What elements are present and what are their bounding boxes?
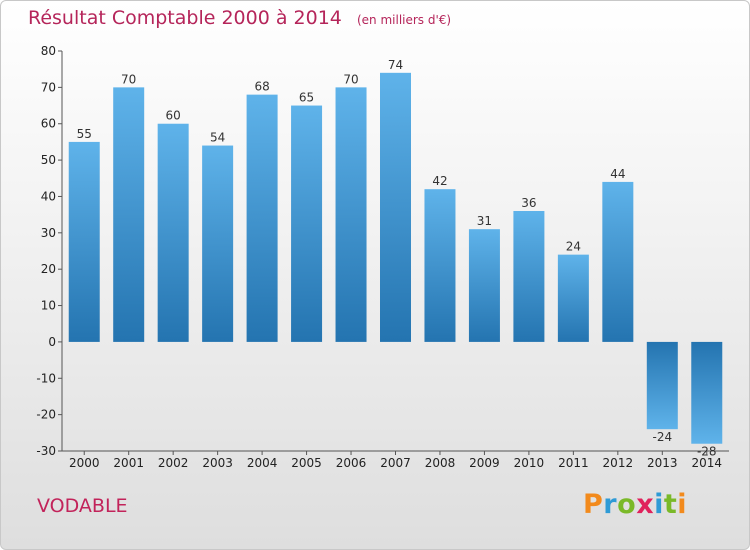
x-tick-label: 2013 [647, 456, 678, 470]
y-tick-label: -20 [36, 408, 56, 422]
y-tick-label: 60 [41, 117, 56, 131]
chart-title: Résultat Comptable 2000 à 2014 (en milli… [28, 7, 451, 29]
bar [291, 105, 323, 342]
bar [602, 181, 634, 342]
bar [424, 189, 456, 342]
x-tick-label: 2004 [247, 456, 278, 470]
logo-letter: P [583, 489, 604, 520]
y-tick-label: 70 [41, 80, 56, 94]
x-tick-label: 2012 [603, 456, 634, 470]
bar [246, 94, 278, 342]
bar-value-label: 55 [77, 127, 92, 141]
x-tick-label: 2001 [113, 456, 144, 470]
bar-value-label: 44 [610, 167, 625, 181]
x-tick-label: 2014 [691, 456, 722, 470]
bar [691, 341, 723, 444]
bar [557, 254, 589, 342]
bar-value-label: 60 [166, 109, 181, 123]
x-tick-label: 2011 [558, 456, 589, 470]
bar-value-label: -24 [652, 430, 672, 444]
bar-value-label: 42 [432, 174, 447, 188]
bar [113, 87, 145, 342]
y-tick-label: 20 [41, 262, 56, 276]
x-tick-label: 2000 [69, 456, 100, 470]
y-tick-label: -10 [36, 371, 56, 385]
bar-value-label: 54 [210, 131, 225, 145]
bar [646, 341, 678, 430]
bar [202, 145, 234, 342]
bar [335, 87, 367, 342]
commune-name: VODABLE [37, 495, 128, 517]
x-tick-label: 2005 [291, 456, 322, 470]
chart-unit-text: (en milliers d'€) [356, 13, 452, 27]
y-tick-label: 50 [41, 153, 56, 167]
bar [513, 211, 545, 342]
y-tick-label: 80 [41, 44, 56, 58]
bar-value-label: 65 [299, 91, 314, 105]
y-tick-label: 40 [41, 189, 56, 203]
bar-value-label: 68 [254, 80, 269, 94]
logo-letter: i [677, 489, 688, 520]
logo-letter: t [663, 489, 678, 520]
bar [380, 72, 411, 342]
x-tick-label: 2008 [425, 456, 456, 470]
bar [468, 229, 500, 342]
bar [157, 123, 189, 342]
y-tick-label: 0 [48, 335, 56, 349]
bar-value-label: 70 [121, 72, 136, 86]
bar-value-label: 74 [388, 58, 403, 72]
bar-value-label: 36 [521, 196, 536, 210]
logo-letter: i [654, 489, 664, 520]
bar [68, 141, 100, 342]
x-tick-label: 2010 [514, 456, 545, 470]
chart-title-text: Résultat Comptable 2000 à 2014 [28, 7, 342, 29]
x-tick-label: 2007 [380, 456, 411, 470]
y-tick-label: 10 [41, 299, 56, 313]
y-tick-label: 30 [41, 226, 56, 240]
bar-value-label: 31 [477, 214, 492, 228]
y-tick-label: -30 [36, 444, 56, 458]
bar-value-label: 24 [566, 240, 581, 254]
x-tick-label: 2006 [336, 456, 367, 470]
x-tick-label: 2009 [469, 456, 500, 470]
logo-letter: r [603, 489, 618, 520]
logo-letter: x [636, 489, 655, 520]
x-tick-label: 2003 [202, 456, 233, 470]
proxiti-logo: Proxiti [583, 489, 687, 520]
x-tick-label: 2002 [158, 456, 189, 470]
logo-letter: o [617, 489, 637, 520]
bar-value-label: 70 [343, 72, 358, 86]
